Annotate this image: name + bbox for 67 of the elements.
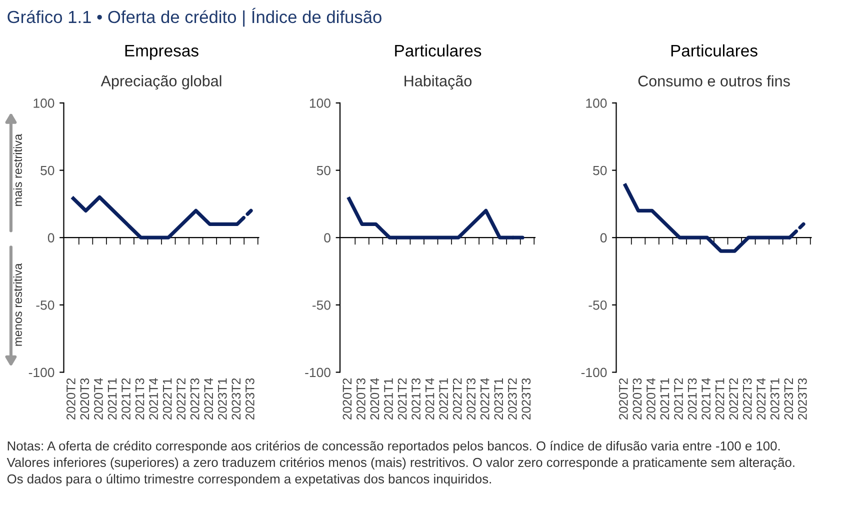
- x-tick-label: 2022T2: [452, 378, 462, 420]
- chart-subtitle: Consumo e outros fins: [638, 75, 790, 86]
- x-tick-label: 2023T1: [494, 378, 504, 420]
- x-tick-label: 2022T3: [190, 378, 200, 420]
- x-tick-label: 2021T3: [412, 378, 420, 420]
- x-tick-label: 2023T3: [245, 378, 254, 420]
- y-tick-label: 0: [324, 233, 330, 243]
- x-tick-label: 2022T4: [756, 378, 766, 420]
- x-tick-label: 2020T4: [94, 378, 103, 420]
- x-tick-label: 2021T2: [398, 378, 407, 420]
- y-tick-label: 50: [40, 166, 54, 176]
- text: menos restritiva: [13, 263, 22, 346]
- chart-subtitle: Apreciação global: [100, 75, 222, 90]
- y-tick-label: 50: [593, 166, 607, 176]
- chart-subtitle: Habitação: [404, 75, 472, 90]
- y-tick-label: 0: [48, 233, 54, 243]
- y-tick-label: -50: [312, 300, 330, 310]
- x-tick-label: 2020T2: [66, 378, 76, 420]
- x-tick-label: 2023T2: [508, 378, 517, 420]
- x-tick-label: 2023T3: [798, 378, 807, 420]
- text: Notas: A oferta de crédito corresponde aos critérios de concessão reportados pelos bancos. O índice de difusão varia entre -100 e 100. Valores inferiores (superiores) a zero traduzem critérios menos (mais) restritivos. O valor zero corresponde a praticamente sem alteração. Os dados para o último trimestre correspondem a expetativas dos bancos inquiridos.: [6, 440, 794, 486]
- x-tick-label: 2020T2: [342, 378, 352, 420]
- x-tick-label: 2021T1: [108, 378, 117, 420]
- x-tick-label: 2021T3: [135, 378, 144, 420]
- y-tick-label: 0: [600, 233, 607, 243]
- x-tick-label: 2023T2: [232, 378, 241, 420]
- x-tick-label: 2023T1: [218, 378, 227, 420]
- x-tick-label: 2022T1: [715, 378, 724, 420]
- x-tick-label: 2022T4: [480, 378, 490, 420]
- x-tick-label: 2023T1: [770, 378, 780, 420]
- x-tick-label: 2021T4: [149, 378, 158, 420]
- x-tick-label: 2022T1: [162, 378, 172, 420]
- x-tick-label: 2020T3: [80, 378, 90, 420]
- x-tick-label: 2020T3: [356, 378, 366, 420]
- x-tick-label: 2020T4: [646, 378, 656, 420]
- text: mais restritiva: [13, 134, 22, 206]
- y-tick-label: -100: [305, 368, 330, 378]
- y-tick-label: 100: [310, 98, 330, 108]
- y-tick-label: -50: [588, 300, 607, 310]
- x-tick-label: 2020T4: [370, 378, 380, 420]
- y-tick-label: 100: [586, 98, 607, 108]
- x-tick-label: 2022T3: [466, 378, 476, 420]
- y-tick-label: 50: [316, 166, 330, 176]
- chart-title: Particulares: [395, 44, 482, 57]
- x-tick-label: 2022T4: [204, 378, 214, 420]
- chart-title: Particulares: [671, 44, 758, 57]
- x-tick-label: 2021T2: [674, 378, 683, 420]
- x-tick-label: 2021T1: [384, 378, 393, 420]
- x-tick-label: 2020T3: [632, 378, 642, 420]
- x-tick-label: 2022T2: [729, 378, 738, 420]
- y-tick-label: -100: [28, 368, 54, 378]
- x-tick-label: 2021T2: [122, 378, 130, 420]
- x-tick-label: 2021T4: [425, 378, 434, 420]
- y-tick-label: -100: [581, 368, 607, 378]
- text: Gráfico 1.1 • Oferta de crédito | Índice de difusão: [8, 8, 382, 27]
- x-tick-label: 2022T1: [439, 378, 448, 420]
- x-tick-label: 2020T2: [619, 378, 628, 420]
- x-tick-label: 2021T3: [688, 378, 697, 420]
- y-tick-label: 100: [34, 98, 54, 108]
- x-tick-label: 2023T3: [522, 378, 531, 420]
- chart-title: Empresas: [125, 44, 198, 60]
- x-tick-label: 2022T3: [742, 378, 752, 420]
- x-tick-label: 2021T4: [702, 378, 710, 420]
- x-tick-label: 2022T2: [176, 378, 186, 420]
- x-tick-label: 2021T1: [660, 378, 670, 420]
- y-tick-label: -50: [36, 300, 54, 310]
- x-tick-label: 2023T2: [784, 378, 794, 420]
